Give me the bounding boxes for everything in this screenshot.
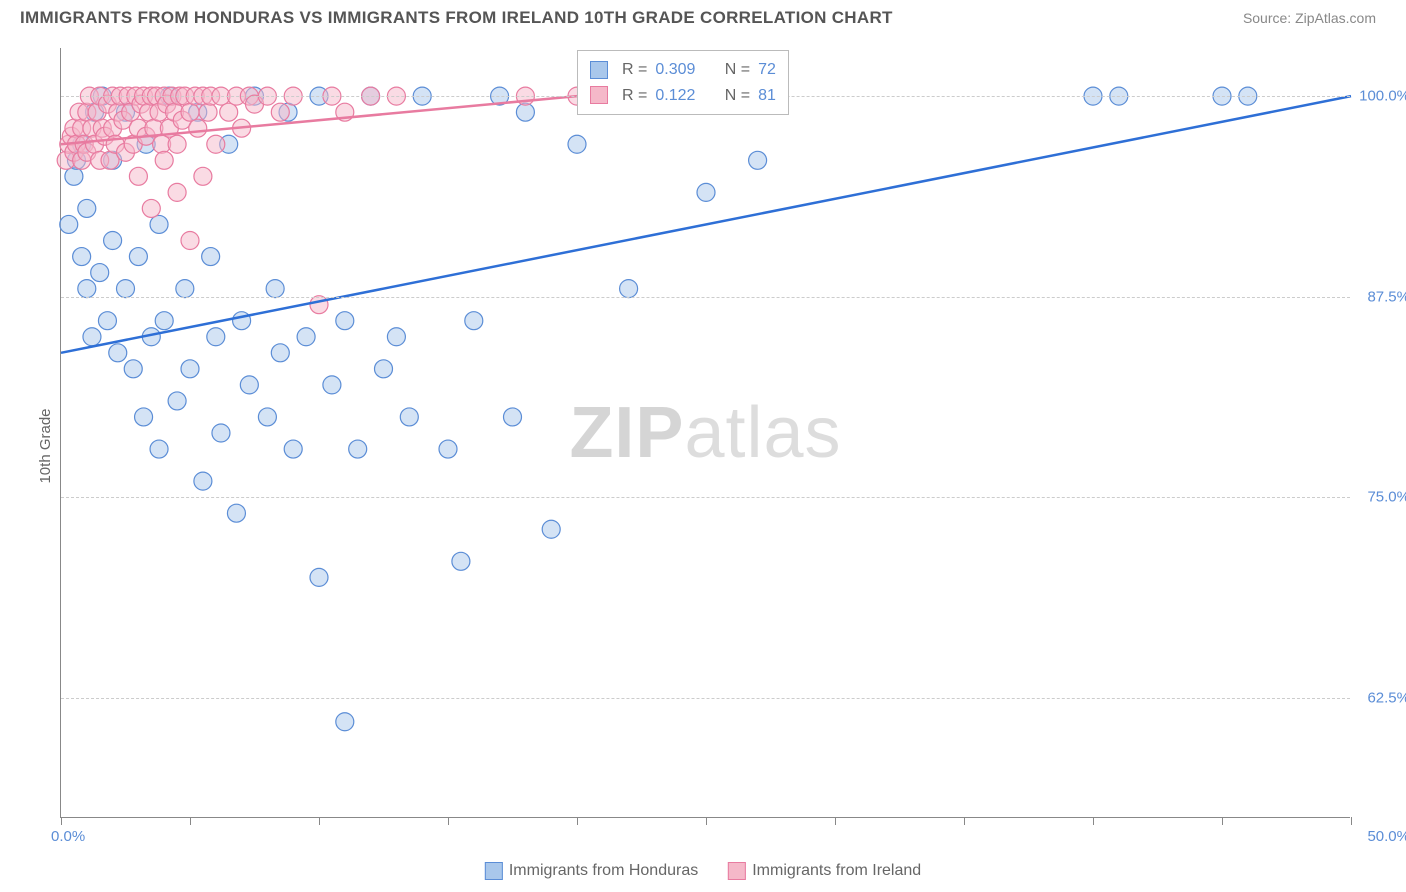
gridline [61, 698, 1350, 699]
y-tick-label: 62.5% [1367, 689, 1406, 706]
x-tick [448, 817, 449, 825]
y-tick-label: 100.0% [1359, 88, 1406, 105]
legend-swatch [590, 86, 608, 104]
x-tick [1351, 817, 1352, 825]
x-tick [964, 817, 965, 825]
bottom-legend-item: Immigrants from Ireland [728, 862, 921, 880]
gridline [61, 297, 1350, 298]
legend-row: R = 0.122 N = 81 [590, 83, 776, 109]
y-tick-label: 87.5% [1367, 288, 1406, 305]
x-max-label: 50.0% [1367, 828, 1406, 845]
chart-title: IMMIGRANTS FROM HONDURAS VS IMMIGRANTS F… [20, 8, 893, 28]
x-min-label: 0.0% [51, 828, 85, 845]
x-tick [835, 817, 836, 825]
legend-swatch [485, 862, 503, 880]
correlation-legend: R = 0.309 N = 72R = 0.122 N = 81 [577, 50, 789, 115]
x-tick [1093, 817, 1094, 825]
plot-svg [61, 48, 1350, 817]
bottom-legend-item: Immigrants from Honduras [485, 862, 698, 880]
gridline [61, 497, 1350, 498]
chart-plot-area: ZIPatlas 62.5%75.0%87.5%100.0%0.0%50.0%R… [60, 48, 1350, 818]
legend-swatch [590, 61, 608, 79]
legend-swatch [728, 862, 746, 880]
legend-row: R = 0.309 N = 72 [590, 57, 776, 83]
source-label: Source: ZipAtlas.com [1243, 10, 1376, 26]
y-tick-label: 75.0% [1367, 489, 1406, 506]
legend-label: Immigrants from Honduras [509, 862, 698, 879]
bottom-legend: Immigrants from Honduras Immigrants from … [485, 862, 921, 880]
legend-label: Immigrants from Ireland [752, 862, 921, 879]
x-tick [319, 817, 320, 825]
x-tick [706, 817, 707, 825]
x-tick [190, 817, 191, 825]
y-axis-label: 10th Grade [37, 408, 54, 483]
x-tick [1222, 817, 1223, 825]
x-tick [577, 817, 578, 825]
x-tick [61, 817, 62, 825]
